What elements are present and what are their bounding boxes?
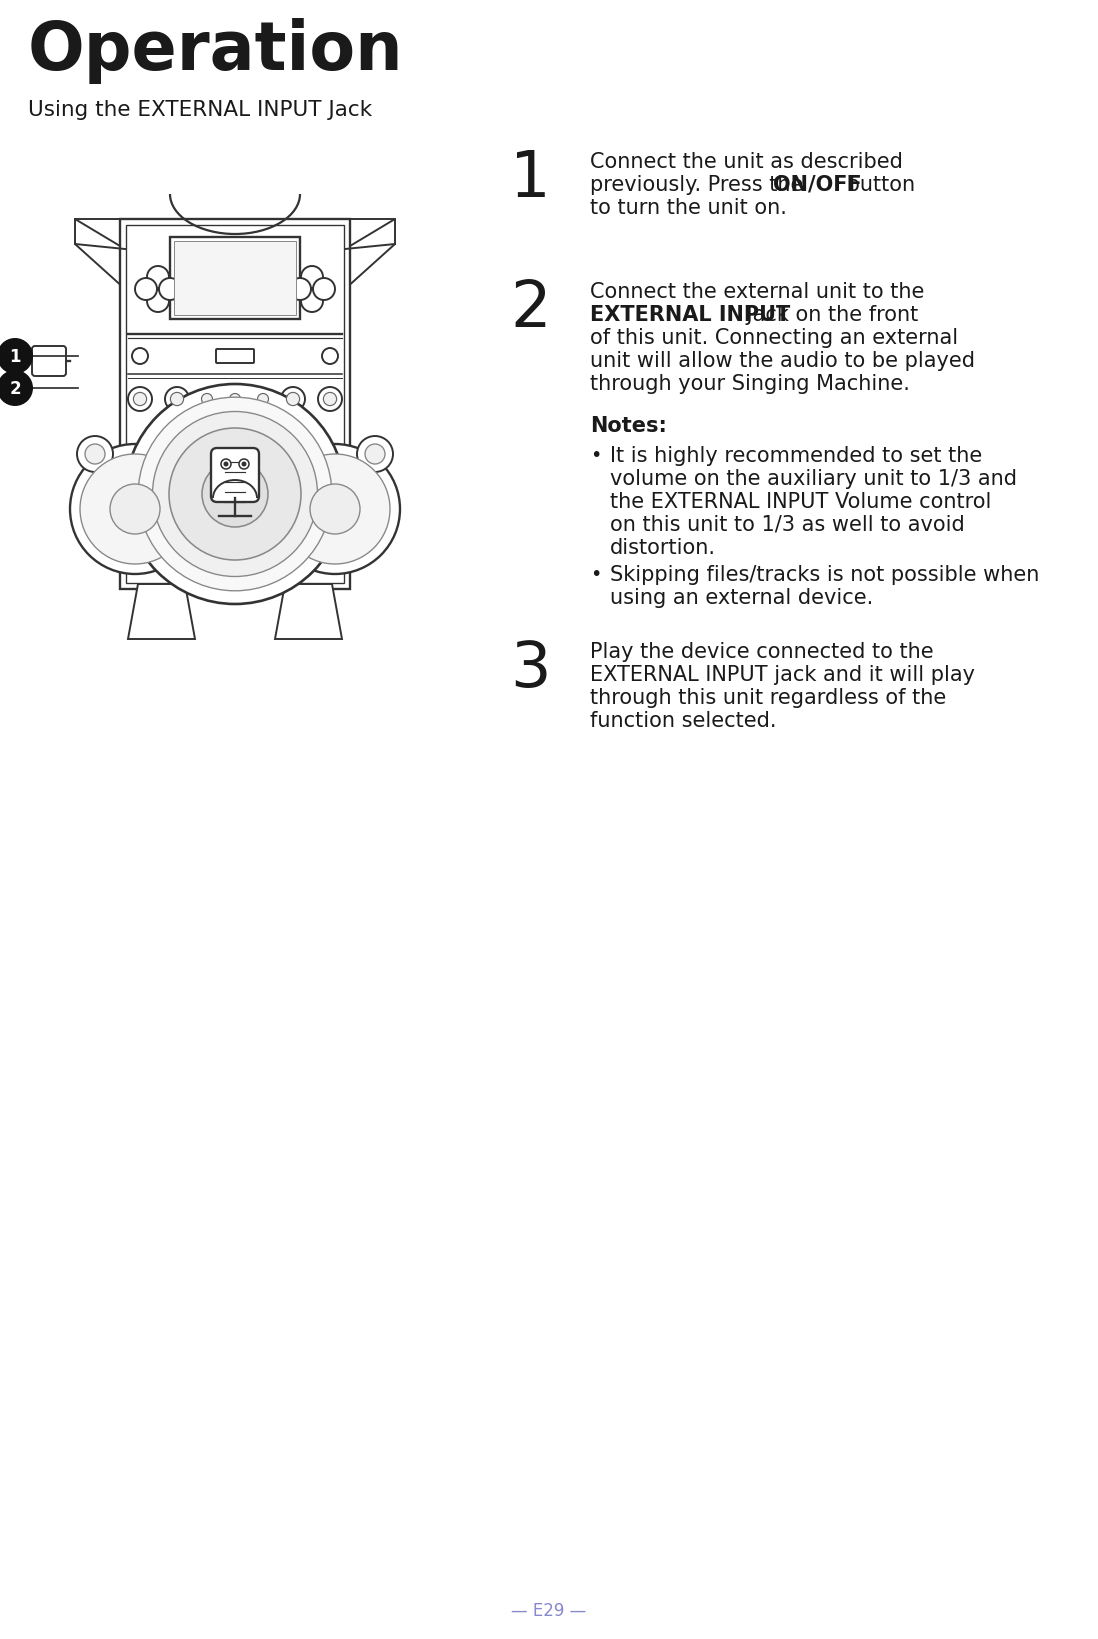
Circle shape	[0, 339, 33, 375]
Circle shape	[128, 388, 152, 411]
Circle shape	[310, 485, 360, 534]
Text: previously. Press the: previously. Press the	[590, 175, 810, 195]
FancyBboxPatch shape	[216, 349, 254, 364]
Circle shape	[221, 459, 231, 470]
Circle shape	[301, 290, 323, 313]
Circle shape	[287, 393, 300, 406]
Circle shape	[147, 290, 169, 313]
Polygon shape	[345, 220, 395, 290]
FancyBboxPatch shape	[170, 238, 300, 320]
Circle shape	[165, 388, 189, 411]
Circle shape	[110, 485, 160, 534]
Circle shape	[301, 267, 323, 288]
Text: — E29 —: — E29 —	[512, 1601, 586, 1619]
Circle shape	[253, 390, 273, 410]
Text: volume on the auxiliary unit to 1/3 and: volume on the auxiliary unit to 1/3 and	[610, 469, 1017, 488]
Polygon shape	[128, 585, 195, 639]
Circle shape	[365, 444, 385, 465]
Text: Connect the external unit to the: Connect the external unit to the	[590, 282, 925, 302]
Circle shape	[322, 349, 338, 365]
Text: button: button	[840, 175, 915, 195]
Text: It is highly recommended to set the: It is highly recommended to set the	[610, 446, 983, 465]
Circle shape	[159, 279, 181, 302]
Text: function selected.: function selected.	[590, 711, 776, 731]
Circle shape	[239, 459, 249, 470]
Circle shape	[270, 444, 400, 575]
Circle shape	[324, 393, 337, 406]
Circle shape	[125, 385, 345, 605]
Text: to turn the unit on.: to turn the unit on.	[590, 198, 787, 218]
Text: EXTERNAL INPUT: EXTERNAL INPUT	[590, 305, 791, 325]
Text: ON/OFF: ON/OFF	[773, 175, 862, 195]
Text: •: •	[590, 446, 602, 465]
Text: through this unit regardless of the: through this unit regardless of the	[590, 688, 946, 708]
Circle shape	[153, 413, 317, 577]
Circle shape	[242, 462, 246, 467]
Circle shape	[357, 436, 393, 472]
Circle shape	[197, 390, 217, 410]
Circle shape	[318, 388, 341, 411]
Text: Using the EXTERNAL INPUT Jack: Using the EXTERNAL INPUT Jack	[29, 100, 372, 120]
Circle shape	[229, 395, 240, 405]
Circle shape	[202, 395, 213, 405]
Text: 1: 1	[509, 148, 550, 210]
Circle shape	[170, 393, 183, 406]
Circle shape	[138, 398, 332, 592]
FancyBboxPatch shape	[173, 243, 296, 316]
Text: Notes:: Notes:	[590, 416, 666, 436]
Circle shape	[225, 390, 245, 410]
Circle shape	[202, 462, 268, 528]
Text: •: •	[590, 565, 602, 583]
Circle shape	[281, 388, 305, 411]
Text: 2: 2	[9, 380, 21, 398]
Polygon shape	[274, 585, 341, 639]
Text: the EXTERNAL INPUT Volume control: the EXTERNAL INPUT Volume control	[610, 492, 991, 511]
Circle shape	[80, 454, 190, 565]
Text: Skipping files/tracks is not possible when: Skipping files/tracks is not possible wh…	[610, 565, 1040, 585]
Circle shape	[289, 279, 311, 302]
Text: distortion.: distortion.	[610, 538, 716, 557]
Circle shape	[258, 395, 269, 405]
Circle shape	[70, 444, 200, 575]
Circle shape	[77, 436, 113, 472]
Text: through your Singing Machine.: through your Singing Machine.	[590, 374, 910, 393]
Text: Connect the unit as described: Connect the unit as described	[590, 152, 903, 172]
Circle shape	[169, 429, 301, 561]
Circle shape	[313, 279, 335, 302]
Circle shape	[132, 349, 148, 365]
Circle shape	[133, 393, 147, 406]
Text: of this unit. Connecting an external: of this unit. Connecting an external	[590, 328, 959, 347]
Text: EXTERNAL INPUT jack and it will play: EXTERNAL INPUT jack and it will play	[590, 664, 975, 685]
Polygon shape	[75, 220, 125, 290]
Text: Play the device connected to the: Play the device connected to the	[590, 641, 933, 662]
FancyBboxPatch shape	[120, 220, 350, 590]
Text: 2: 2	[509, 279, 550, 339]
Text: unit will allow the audio to be played: unit will allow the audio to be played	[590, 351, 975, 370]
FancyBboxPatch shape	[32, 347, 66, 377]
FancyBboxPatch shape	[211, 449, 259, 503]
Circle shape	[280, 454, 390, 565]
Circle shape	[0, 370, 33, 406]
Circle shape	[85, 444, 105, 465]
Text: using an external device.: using an external device.	[610, 588, 873, 608]
Text: 3: 3	[509, 638, 550, 700]
Text: Operation: Operation	[29, 18, 404, 84]
Text: 1: 1	[9, 347, 21, 365]
Text: Jack on the front: Jack on the front	[740, 305, 918, 325]
Circle shape	[135, 279, 157, 302]
Circle shape	[224, 462, 228, 467]
Text: on this unit to 1/3 as well to avoid: on this unit to 1/3 as well to avoid	[610, 515, 965, 534]
Circle shape	[147, 267, 169, 288]
